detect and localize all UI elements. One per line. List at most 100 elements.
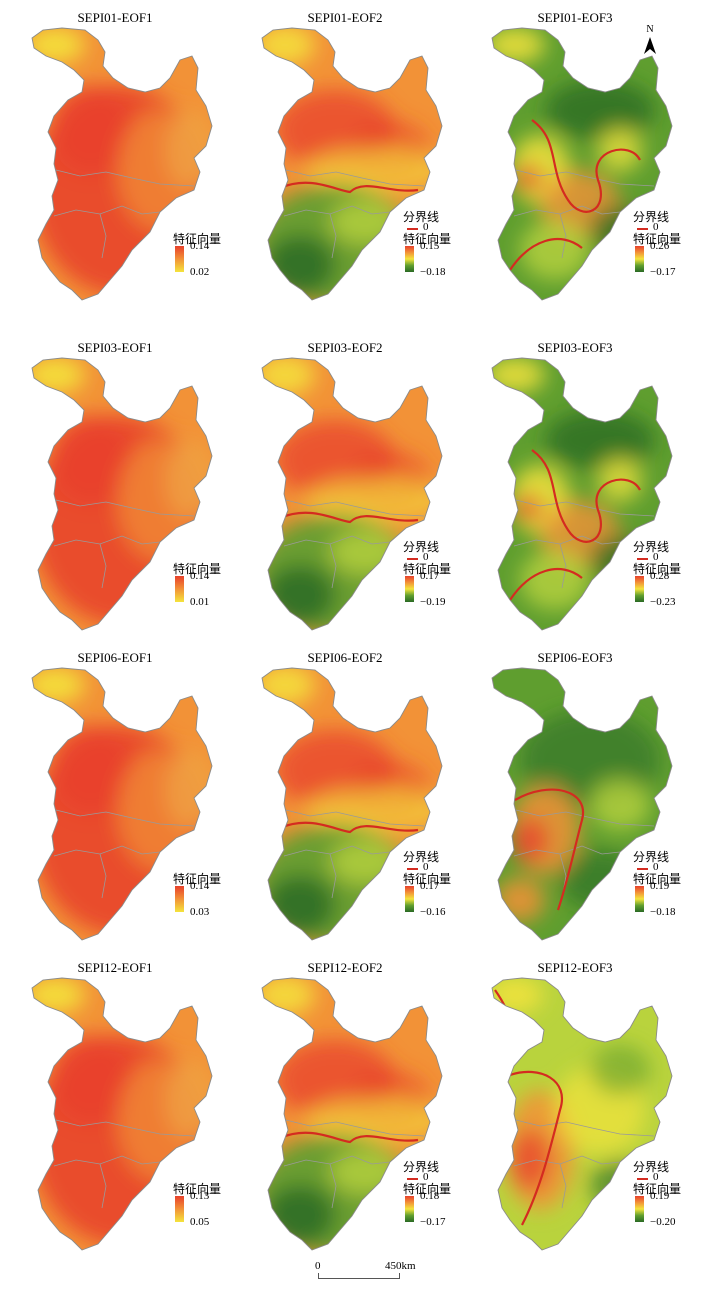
value-region [545, 80, 655, 140]
legend-min-value: −0.18 [650, 906, 676, 918]
value-region [512, 818, 548, 862]
scale-bar: 0 450km [312, 1260, 452, 1288]
legend-min-value: −0.16 [420, 906, 446, 918]
legend: 分界线 0 特征向量 0.15 −0.18 [403, 210, 478, 304]
boundary-legend-swatch [637, 228, 648, 230]
legend-max-value: 0.14 [190, 240, 210, 252]
value-region [330, 530, 400, 574]
legend: 分界线 0 特征向量 0.28 −0.23 [633, 540, 708, 634]
boundary-legend-title: 分界线 [633, 210, 670, 224]
province-border [99, 543, 107, 589]
province-border [53, 1155, 161, 1167]
region-outline [31, 977, 213, 1251]
zero-boundary-line [531, 119, 641, 213]
boundary-legend: 分界线 0 [633, 848, 703, 880]
zero-boundary-line [509, 238, 583, 271]
boundary-legend-swatch [637, 868, 648, 870]
region-outline [261, 977, 443, 1251]
province-border [283, 535, 391, 547]
region-outline [491, 27, 673, 301]
boundary-legend-value: 0 [653, 1171, 659, 1183]
legend: 特征向量 0.14 0.03 [173, 872, 248, 944]
panel-title: SEPI01-EOF2 [307, 10, 383, 25]
boundary-legend-swatch [407, 228, 418, 230]
region-outline [31, 357, 213, 631]
legend-title: 特征向量 [403, 232, 452, 246]
value-region [305, 788, 442, 832]
eof-map [491, 27, 673, 301]
boundary-legend-title: 分界线 [633, 850, 670, 864]
legend-max-value: 0.15 [420, 240, 440, 252]
zero-boundary-line [279, 1131, 419, 1144]
legend: 分界线 0 特征向量 0.18 −0.17 [403, 1160, 478, 1254]
value-region [265, 875, 335, 935]
value-region [165, 750, 212, 830]
legend: 分界线 0 特征向量 0.26 −0.17 [633, 210, 708, 304]
boundary-legend-value: 0 [423, 551, 429, 563]
province-border [285, 809, 425, 827]
boundary-legend-value: 0 [653, 551, 659, 563]
legend-title: 特征向量 [633, 1182, 682, 1196]
boundary-legend-value: 0 [423, 221, 429, 233]
value-region [492, 978, 543, 1013]
legend: 分界线 0 特征向量 0.19 −0.20 [633, 1160, 708, 1254]
map-panel: SEPI12-EOF3 分界线 0 特征向量 0.19 −0.20 [470, 950, 708, 1270]
value-region [330, 1150, 400, 1194]
province-border [329, 853, 337, 899]
value-region [520, 220, 590, 280]
region-outline [31, 667, 213, 941]
eof-map [31, 357, 213, 631]
legend: 特征向量 0.14 0.02 [173, 232, 248, 304]
legend-color-ramp [175, 576, 184, 602]
legend-min-value: 0.05 [190, 1216, 210, 1228]
legend-title: 特征向量 [403, 872, 452, 886]
map-panel: SEPI06-EOF3 分界线 0 特征向量 0.19 −0.18 [470, 640, 708, 960]
north-arrow-icon [644, 37, 656, 54]
panel-title: SEPI03-EOF3 [537, 340, 613, 355]
panel-title: SEPI12-EOF1 [77, 960, 153, 975]
value-region [330, 200, 400, 244]
legend-color-ramp [405, 1196, 414, 1222]
legend-max-value: 0.19 [650, 880, 670, 892]
legend-max-value: 0.19 [650, 1190, 670, 1202]
value-region [265, 1185, 335, 1245]
province-border [513, 535, 621, 547]
legend: 分界线 0 特征向量 0.17 −0.19 [403, 540, 478, 634]
province-border [53, 535, 161, 547]
legend-title: 特征向量 [403, 562, 452, 576]
region-outline [261, 357, 443, 631]
boundary-legend-swatch [407, 558, 418, 560]
region-outline [491, 667, 673, 941]
legend-title: 特征向量 [173, 1182, 222, 1196]
value-region [165, 1060, 212, 1140]
panel-title: SEPI12-EOF2 [307, 960, 383, 975]
province-border [515, 499, 655, 517]
province-border [513, 845, 621, 857]
value-region [330, 840, 400, 884]
boundary-legend: 分界线 0 [633, 538, 703, 570]
legend-max-value: 0.14 [190, 570, 210, 582]
legend-title: 特征向量 [173, 872, 222, 886]
region-outline [31, 27, 213, 301]
legend-color-ramp [175, 1196, 184, 1222]
value-region [165, 110, 212, 190]
province-border [515, 809, 655, 827]
map-panel: SEPI06-EOF1 特征向量 0.14 0.03 [10, 640, 248, 960]
boundary-legend-title: 分界线 [403, 210, 440, 224]
legend: 特征向量 0.13 0.05 [173, 1182, 248, 1254]
legend: 特征向量 0.14 0.01 [173, 562, 248, 634]
province-border [513, 1155, 621, 1167]
map-panel: SEPI06-EOF2 分界线 0 特征向量 0.17 −0.16 [240, 640, 478, 960]
value-region [514, 494, 542, 522]
legend-min-value: −0.23 [650, 596, 676, 608]
province-border [99, 213, 107, 259]
legend-min-value: −0.17 [420, 1216, 446, 1228]
scale-line [318, 1273, 400, 1279]
eof-map [31, 977, 213, 1251]
map-panel: SEPI12-EOF1 特征向量 0.13 0.05 [10, 950, 248, 1270]
province-border [329, 543, 337, 589]
boundary-legend-title: 分界线 [633, 1160, 670, 1174]
province-border [99, 1163, 107, 1209]
zero-boundary-line [279, 181, 419, 194]
